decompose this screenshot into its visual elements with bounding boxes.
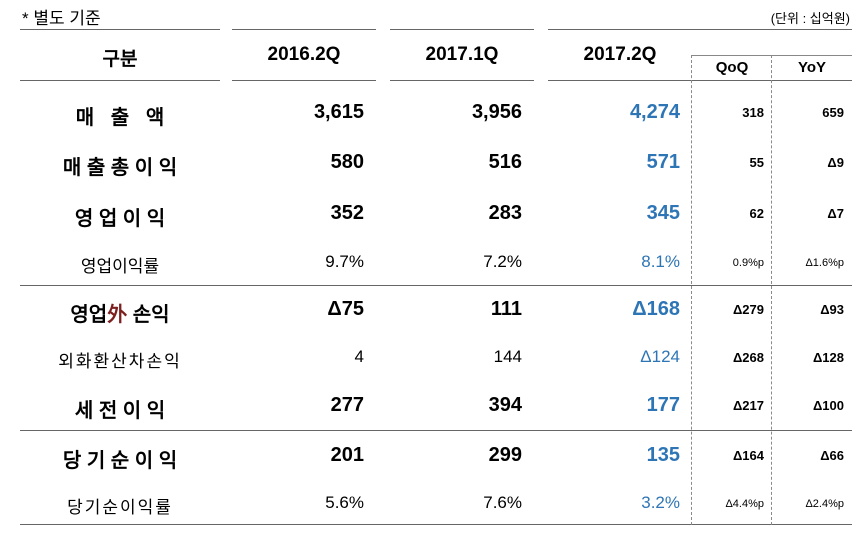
- operating-profit-yoy: Δ7: [827, 206, 844, 221]
- operating-profit-2017-1q: 283: [488, 202, 522, 224]
- sales-2016-2q: 3,615: [313, 101, 364, 123]
- header-rule-col3: [548, 80, 692, 81]
- non-operating-qoq: Δ279: [732, 302, 764, 317]
- header-qoq: QoQ: [715, 59, 749, 76]
- top-rule-col1: [232, 29, 376, 30]
- pretax-profit-2017-1q: 394: [488, 394, 522, 416]
- top-rule-col2: [390, 29, 534, 30]
- fx-translation-yoy: Δ128: [812, 350, 844, 365]
- operating-profit-qoq: 62: [749, 206, 764, 221]
- row-label-fx-translation: 외화환산차손익: [58, 352, 182, 371]
- gross-profit-2017-2q: 571: [646, 151, 680, 173]
- net-income-2016-2q: 201: [330, 444, 364, 466]
- unit-note: (단위 : 십억원): [770, 11, 850, 26]
- non-operating-2017-2q: Δ168: [632, 298, 680, 320]
- qoq-left-divider: [691, 55, 692, 525]
- net-margin-yoy: Δ2.4%p: [805, 498, 844, 510]
- qoq-yoy-bottom-rule: [692, 80, 852, 81]
- gross-profit-2016-2q: 580: [330, 151, 364, 173]
- header-rule-category: [20, 80, 220, 81]
- operating-profit-2017-2q: 345: [646, 202, 680, 224]
- operating-margin-2016-2q: 9.7%: [325, 252, 364, 271]
- net-margin-2017-2q: 3.2%: [641, 493, 680, 512]
- header-category: 구분: [102, 49, 138, 70]
- operating-margin-qoq: 0.9%p: [732, 257, 764, 269]
- sales-2017-1q: 3,956: [471, 101, 522, 123]
- fx-translation-2016-2q: 4: [354, 347, 364, 366]
- header-rule-col2: [390, 80, 534, 81]
- net-income-qoq: Δ164: [732, 448, 764, 463]
- qoq-yoy-top-rule: [692, 55, 852, 56]
- pretax-profit-qoq: Δ217: [732, 398, 764, 413]
- non-operating-label-part-1: 영업: [70, 304, 108, 326]
- qoq-right-divider: [771, 55, 772, 525]
- row-label-operating-profit: 영 업 이 익: [74, 208, 166, 230]
- fx-translation-2017-1q: 144: [493, 347, 522, 366]
- gross-profit-yoy: Δ9: [827, 155, 844, 170]
- row-label-net-margin: 당기순이익률: [67, 498, 173, 517]
- header-2016-2q: 2016.2Q: [267, 44, 341, 65]
- fx-translation-qoq: Δ268: [732, 350, 764, 365]
- fx-translation-2017-2q: Δ124: [640, 347, 680, 366]
- net-margin-2017-1q: 7.6%: [483, 493, 522, 512]
- section-rule-1: [20, 285, 852, 286]
- operating-margin-2017-1q: 7.2%: [483, 252, 522, 271]
- section-rule-2: [20, 430, 852, 431]
- net-income-2017-1q: 299: [488, 444, 522, 466]
- net-margin-2016-2q: 5.6%: [325, 493, 364, 512]
- operating-margin-2017-2q: 8.1%: [641, 252, 680, 271]
- non-operating-yoy: Δ93: [820, 302, 844, 317]
- non-operating-2017-1q: 111: [490, 298, 522, 320]
- pretax-profit-2017-2q: 177: [646, 394, 680, 416]
- sales-2017-2q: 4,274: [629, 101, 680, 123]
- net-margin-qoq: Δ4.4%p: [725, 498, 764, 510]
- footnote-basis: * 별도 기준: [22, 9, 101, 28]
- header-2017-2q: 2017.2Q: [583, 44, 657, 65]
- sales-qoq: 318: [742, 105, 764, 120]
- sales-yoy: 659: [822, 105, 844, 120]
- header-yoy: YoY: [797, 59, 827, 76]
- top-rule-category: [20, 29, 220, 30]
- operating-profit-2016-2q: 352: [330, 202, 364, 224]
- pretax-profit-2016-2q: 277: [330, 394, 364, 416]
- gross-profit-qoq: 55: [749, 155, 764, 170]
- row-label-sales: 매 출 액: [75, 107, 165, 129]
- header-rule-col1: [232, 80, 376, 81]
- non-operating-label-part-2: 外: [107, 304, 128, 326]
- row-label-non-operating: 영업外 손익: [20, 298, 220, 327]
- header-2017-1q: 2017.1Q: [425, 44, 499, 65]
- top-rule-col3: [548, 29, 852, 30]
- bottom-rule: [20, 524, 852, 525]
- non-operating-2016-2q: Δ75: [327, 298, 364, 320]
- gross-profit-2017-1q: 516: [488, 151, 522, 173]
- net-income-2017-2q: 135: [646, 444, 680, 466]
- non-operating-label-part-3: 손익: [127, 304, 170, 326]
- row-label-net-income: 당 기 순 이 익: [62, 450, 178, 472]
- pretax-profit-yoy: Δ100: [812, 398, 844, 413]
- row-label-pretax-profit: 세 전 이 익: [74, 400, 166, 422]
- row-label-gross-profit: 매 출 총 이 익: [62, 157, 178, 179]
- net-income-yoy: Δ66: [820, 448, 844, 463]
- row-label-operating-margin: 영업이익률: [80, 257, 160, 276]
- operating-margin-yoy: Δ1.6%p: [805, 257, 844, 269]
